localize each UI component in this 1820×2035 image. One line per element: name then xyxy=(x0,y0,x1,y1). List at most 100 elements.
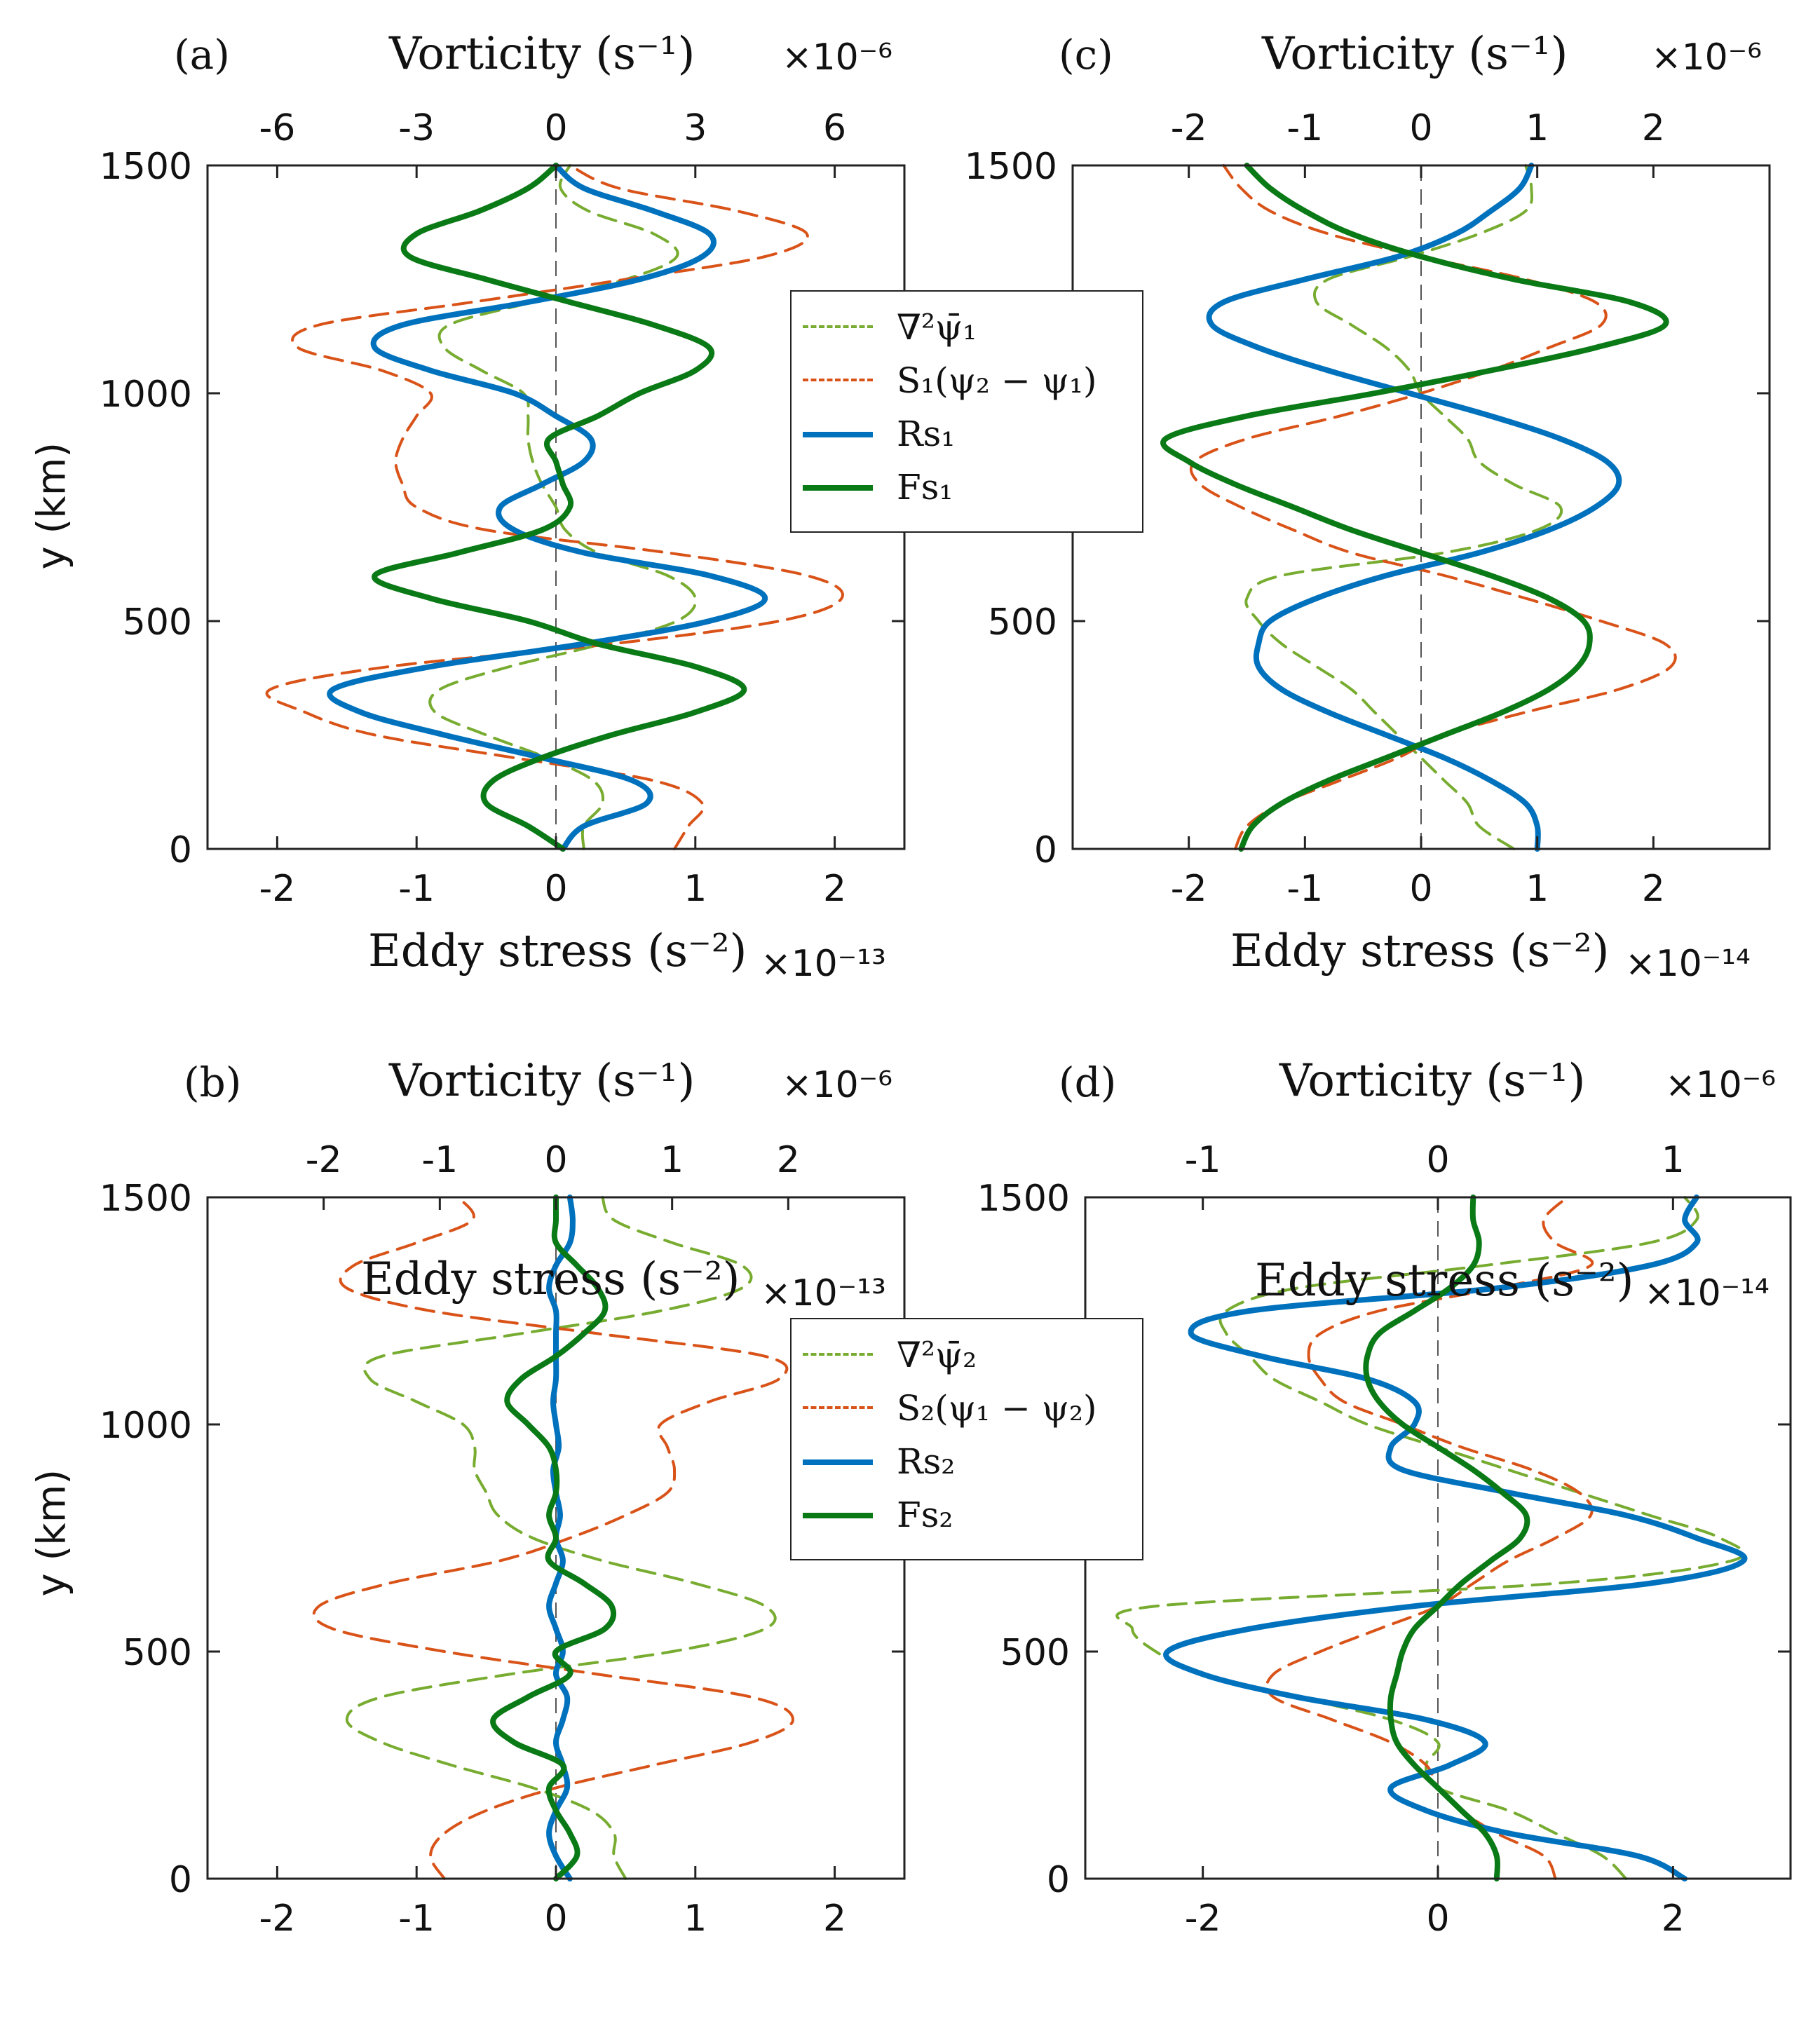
series-line-fs xyxy=(490,1195,617,1881)
y-tick-label: 500 xyxy=(123,601,192,644)
x-top-tick-label: 0 xyxy=(544,1139,567,1181)
legend-item-stretching: S₁(ψ₂ − ψ₁) xyxy=(792,353,1142,407)
legend-item-vorticity: ∇²ψ̄₁ xyxy=(792,300,1142,353)
series-line-fs xyxy=(1160,163,1669,852)
x-top-tick-label: -2 xyxy=(1171,107,1207,149)
x-top-tick-label: 1 xyxy=(660,1139,684,1181)
bottom-axis-exponent-c: ×10⁻¹⁴ xyxy=(1625,943,1751,985)
top-axis-exponent-b: ×10⁻⁶ xyxy=(782,1064,893,1106)
x-bottom-tick-label: 1 xyxy=(684,868,707,910)
panel-label-d: (d) xyxy=(1059,1059,1117,1106)
x-top-tick-label: -1 xyxy=(1185,1139,1221,1181)
x-top-tick-label: 1 xyxy=(1526,107,1549,149)
series-line-vorticity xyxy=(1115,1196,1746,1880)
bottom-axis-title-b: Eddy stress (s⁻²) xyxy=(361,1253,740,1305)
series-line-stretching xyxy=(1265,1196,1594,1880)
x-top-tick-label: 1 xyxy=(1662,1139,1685,1181)
series-line-fs xyxy=(1363,1195,1530,1881)
legend-label: ∇²ψ̄₂ xyxy=(897,1335,977,1375)
bottom-axis-title-a: Eddy stress (s⁻²) xyxy=(368,925,747,977)
bottom-axis-exponent-a: ×10⁻¹³ xyxy=(761,943,886,985)
y-tick-label: 500 xyxy=(988,601,1057,644)
x-top-tick-label: 0 xyxy=(1409,107,1432,149)
x-bottom-tick-label: -2 xyxy=(259,868,295,910)
x-top-tick-label: -2 xyxy=(306,1139,342,1181)
x-bottom-tick-label: 0 xyxy=(544,868,567,910)
top-axis-title-b: Vorticity (s⁻¹) xyxy=(389,1055,695,1107)
x-bottom-tick-label: -1 xyxy=(398,1898,435,1940)
x-top-tick-label: -6 xyxy=(259,107,295,149)
series-line-fs xyxy=(372,163,747,852)
x-top-tick-label: 3 xyxy=(684,107,707,149)
series-line-rs xyxy=(327,163,768,852)
series-line-vorticity xyxy=(1244,164,1563,850)
series-line-stretching xyxy=(1189,164,1677,850)
x-bottom-tick-label: 1 xyxy=(684,1898,707,1940)
y-tick-label: 0 xyxy=(1034,829,1057,871)
x-bottom-tick-label: -2 xyxy=(1171,868,1207,910)
y-axis-title-a: y (km) xyxy=(29,442,75,570)
legend-label: Fs₂ xyxy=(897,1495,953,1535)
y-tick-label: 0 xyxy=(169,829,192,871)
y-tick-label: 0 xyxy=(169,1859,192,1901)
bottom-axis-exponent-b: ×10⁻¹³ xyxy=(761,1272,886,1314)
x-top-tick-label: 6 xyxy=(823,107,846,149)
series-line-vorticity xyxy=(428,164,698,850)
panel-label-c: (c) xyxy=(1059,31,1113,79)
y-tick-label: 1000 xyxy=(100,374,192,416)
legend-bottom: ∇²ψ̄₂ S₂(ψ₁ − ψ₂) Rs₂ Fs₂ xyxy=(790,1318,1143,1560)
top-axis-title-c: Vorticity (s⁻¹) xyxy=(1262,28,1568,80)
legend-item-vorticity: ∇²ψ̄₂ xyxy=(792,1328,1142,1381)
legend-item-stretching: S₂(ψ₁ − ψ₂) xyxy=(792,1381,1142,1434)
x-bottom-tick-label: 0 xyxy=(544,1898,567,1940)
top-axis-exponent-c: ×10⁻⁶ xyxy=(1651,36,1763,79)
y-axis-title-b: y (km) xyxy=(29,1469,75,1597)
y-tick-label: 500 xyxy=(123,1632,192,1674)
legend-item-fs: Fs₁ xyxy=(792,460,1142,513)
legend-label: Fs₁ xyxy=(897,467,953,508)
x-bottom-tick-label: -2 xyxy=(259,1898,295,1940)
legend-label: ∇²ψ̄₁ xyxy=(897,307,977,348)
y-tick-label: 1500 xyxy=(100,146,192,188)
legend-label: Rs₂ xyxy=(897,1441,956,1482)
bottom-axis-title-d: Eddy stress (s⁻²) xyxy=(1255,1255,1634,1307)
x-bottom-tick-label: 2 xyxy=(823,1898,846,1940)
x-bottom-tick-label: -2 xyxy=(1185,1898,1221,1940)
x-top-tick-label: 2 xyxy=(777,1139,800,1181)
legend-top: ∇²ψ̄₁ S₁(ψ₂ − ψ₁) Rs₁ Fs₁ xyxy=(790,290,1143,533)
y-tick-label: 1500 xyxy=(965,146,1057,188)
panel-label-a: (a) xyxy=(174,31,230,79)
x-top-tick-label: 0 xyxy=(1426,1139,1449,1181)
x-top-tick-label: 0 xyxy=(544,107,567,149)
x-bottom-tick-label: 0 xyxy=(1409,868,1432,910)
x-bottom-tick-label: 1 xyxy=(1526,868,1549,910)
series-line-stretching xyxy=(265,164,844,850)
legend-item-rs: Rs₂ xyxy=(792,1434,1142,1488)
x-bottom-tick-label: 2 xyxy=(1662,1898,1685,1940)
top-axis-title-a: Vorticity (s⁻¹) xyxy=(389,28,695,80)
x-bottom-tick-label: 2 xyxy=(1642,868,1665,910)
top-axis-exponent-d: ×10⁻⁶ xyxy=(1665,1064,1777,1106)
top-axis-exponent-a: ×10⁻⁶ xyxy=(782,36,893,79)
y-tick-label: 1500 xyxy=(977,1178,1070,1220)
series-line-rs xyxy=(1206,163,1622,852)
x-top-tick-label: -1 xyxy=(421,1139,458,1181)
y-tick-label: 500 xyxy=(1000,1632,1070,1674)
x-bottom-tick-label: 2 xyxy=(823,868,846,910)
series-line-rs xyxy=(1163,1195,1748,1881)
y-tick-label: 1000 xyxy=(100,1405,192,1447)
y-tick-label: 0 xyxy=(1047,1859,1070,1901)
x-top-tick-label: -1 xyxy=(1286,107,1323,149)
x-top-tick-label: 2 xyxy=(1642,107,1665,149)
bottom-axis-title-c: Eddy stress (s⁻²) xyxy=(1230,925,1610,977)
legend-label: Rs₁ xyxy=(897,414,956,454)
series-line-stretching xyxy=(312,1196,794,1880)
x-bottom-tick-label: -1 xyxy=(1286,868,1323,910)
bottom-axis-exponent-d: ×10⁻¹⁴ xyxy=(1644,1272,1770,1314)
legend-label: S₁(ψ₂ − ψ₁) xyxy=(897,360,1097,401)
legend-item-rs: Rs₁ xyxy=(792,407,1142,460)
y-tick-label: 1500 xyxy=(100,1178,192,1220)
chart-panel-b: 0 500 1000 1500 -2 -1 0 1 2 -2 -1 0 1 2 xyxy=(100,1139,906,1940)
x-bottom-tick-label: -1 xyxy=(398,868,435,910)
